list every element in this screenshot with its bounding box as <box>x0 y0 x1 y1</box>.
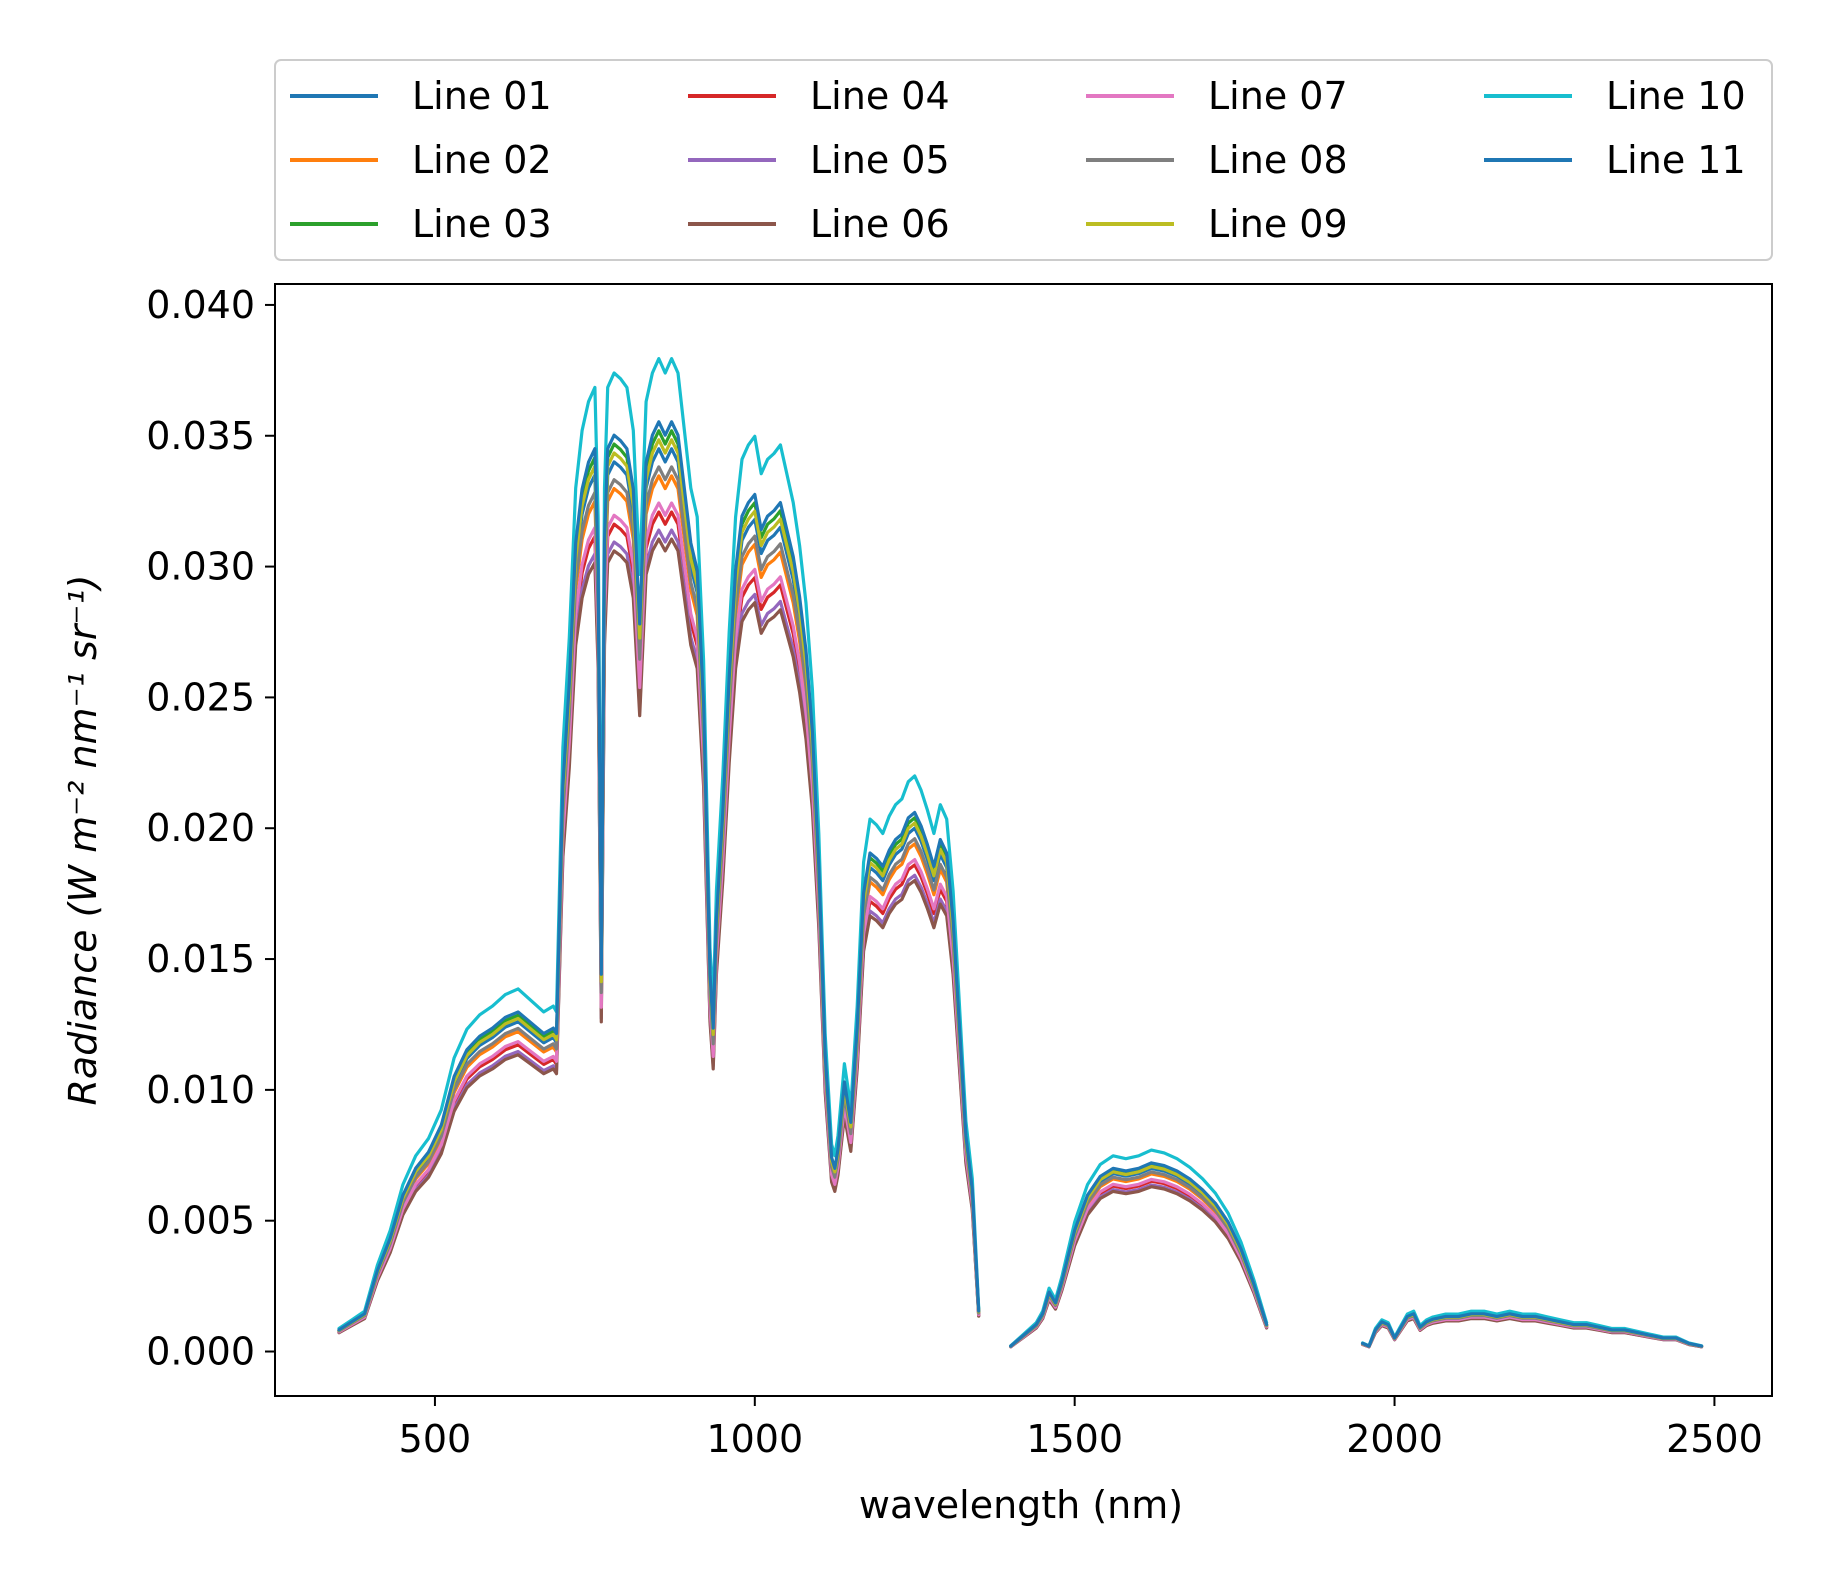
legend-label: Line 01 <box>412 74 552 118</box>
legend: Line 01 Line 02 Line 03 Line 04 Line 05 Line … <box>274 59 1773 261</box>
x-axis-label: wavelength (nm) <box>859 1483 1183 1527</box>
legend-label: Line 07 <box>1208 74 1348 118</box>
series-line-11-segment-3 <box>1360 1312 1704 1348</box>
axes-frame <box>274 283 1773 1397</box>
y-tick-label: 0.000 <box>146 1330 255 1374</box>
y-tick-label: 0.025 <box>146 675 255 719</box>
legend-label: Line 09 <box>1208 202 1348 246</box>
legend-label: Line 04 <box>810 74 950 118</box>
y-axis-label: Radiance (W m⁻² nm⁻¹ sr⁻¹) <box>61 575 105 1106</box>
x-tick-label: 2500 <box>1666 1417 1763 1461</box>
plot-lines <box>337 357 1704 1349</box>
x-axis-ticks: 500 1000 1500 2000 2500 <box>399 1396 1763 1461</box>
y-tick-label: 0.035 <box>146 414 255 458</box>
legend-label: Line 10 <box>1606 74 1746 118</box>
x-tick-label: 2000 <box>1346 1417 1443 1461</box>
legend-frame <box>274 59 1773 261</box>
y-tick-label: 0.040 <box>146 283 255 327</box>
legend-label: Line 08 <box>1208 138 1348 182</box>
y-tick-label: 0.010 <box>146 1068 255 1112</box>
y-tick-label: 0.005 <box>146 1199 255 1243</box>
y-tick-label: 0.020 <box>146 806 255 850</box>
y-axis-ticks: 0.000 0.005 0.010 0.015 0.020 0.025 0.030 0.035… <box>146 283 275 1374</box>
x-tick-label: 1000 <box>706 1417 803 1461</box>
legend-label: Line 05 <box>810 138 950 182</box>
legend-label: Line 03 <box>412 202 552 246</box>
legend-entries: Line 01 Line 02 Line 03 Line 04 Line 05 Line … <box>290 74 1746 246</box>
x-tick-label: 1500 <box>1026 1417 1123 1461</box>
x-tick-label: 500 <box>399 1417 472 1461</box>
y-tick-label: 0.030 <box>146 545 255 589</box>
series-line-11-segment-2 <box>1009 1161 1269 1348</box>
legend-label: Line 02 <box>412 138 552 182</box>
series-line-11-segment-1 <box>337 420 981 1332</box>
legend-label: Line 06 <box>810 202 950 246</box>
y-tick-label: 0.015 <box>146 937 255 981</box>
legend-label: Line 11 <box>1606 138 1746 182</box>
